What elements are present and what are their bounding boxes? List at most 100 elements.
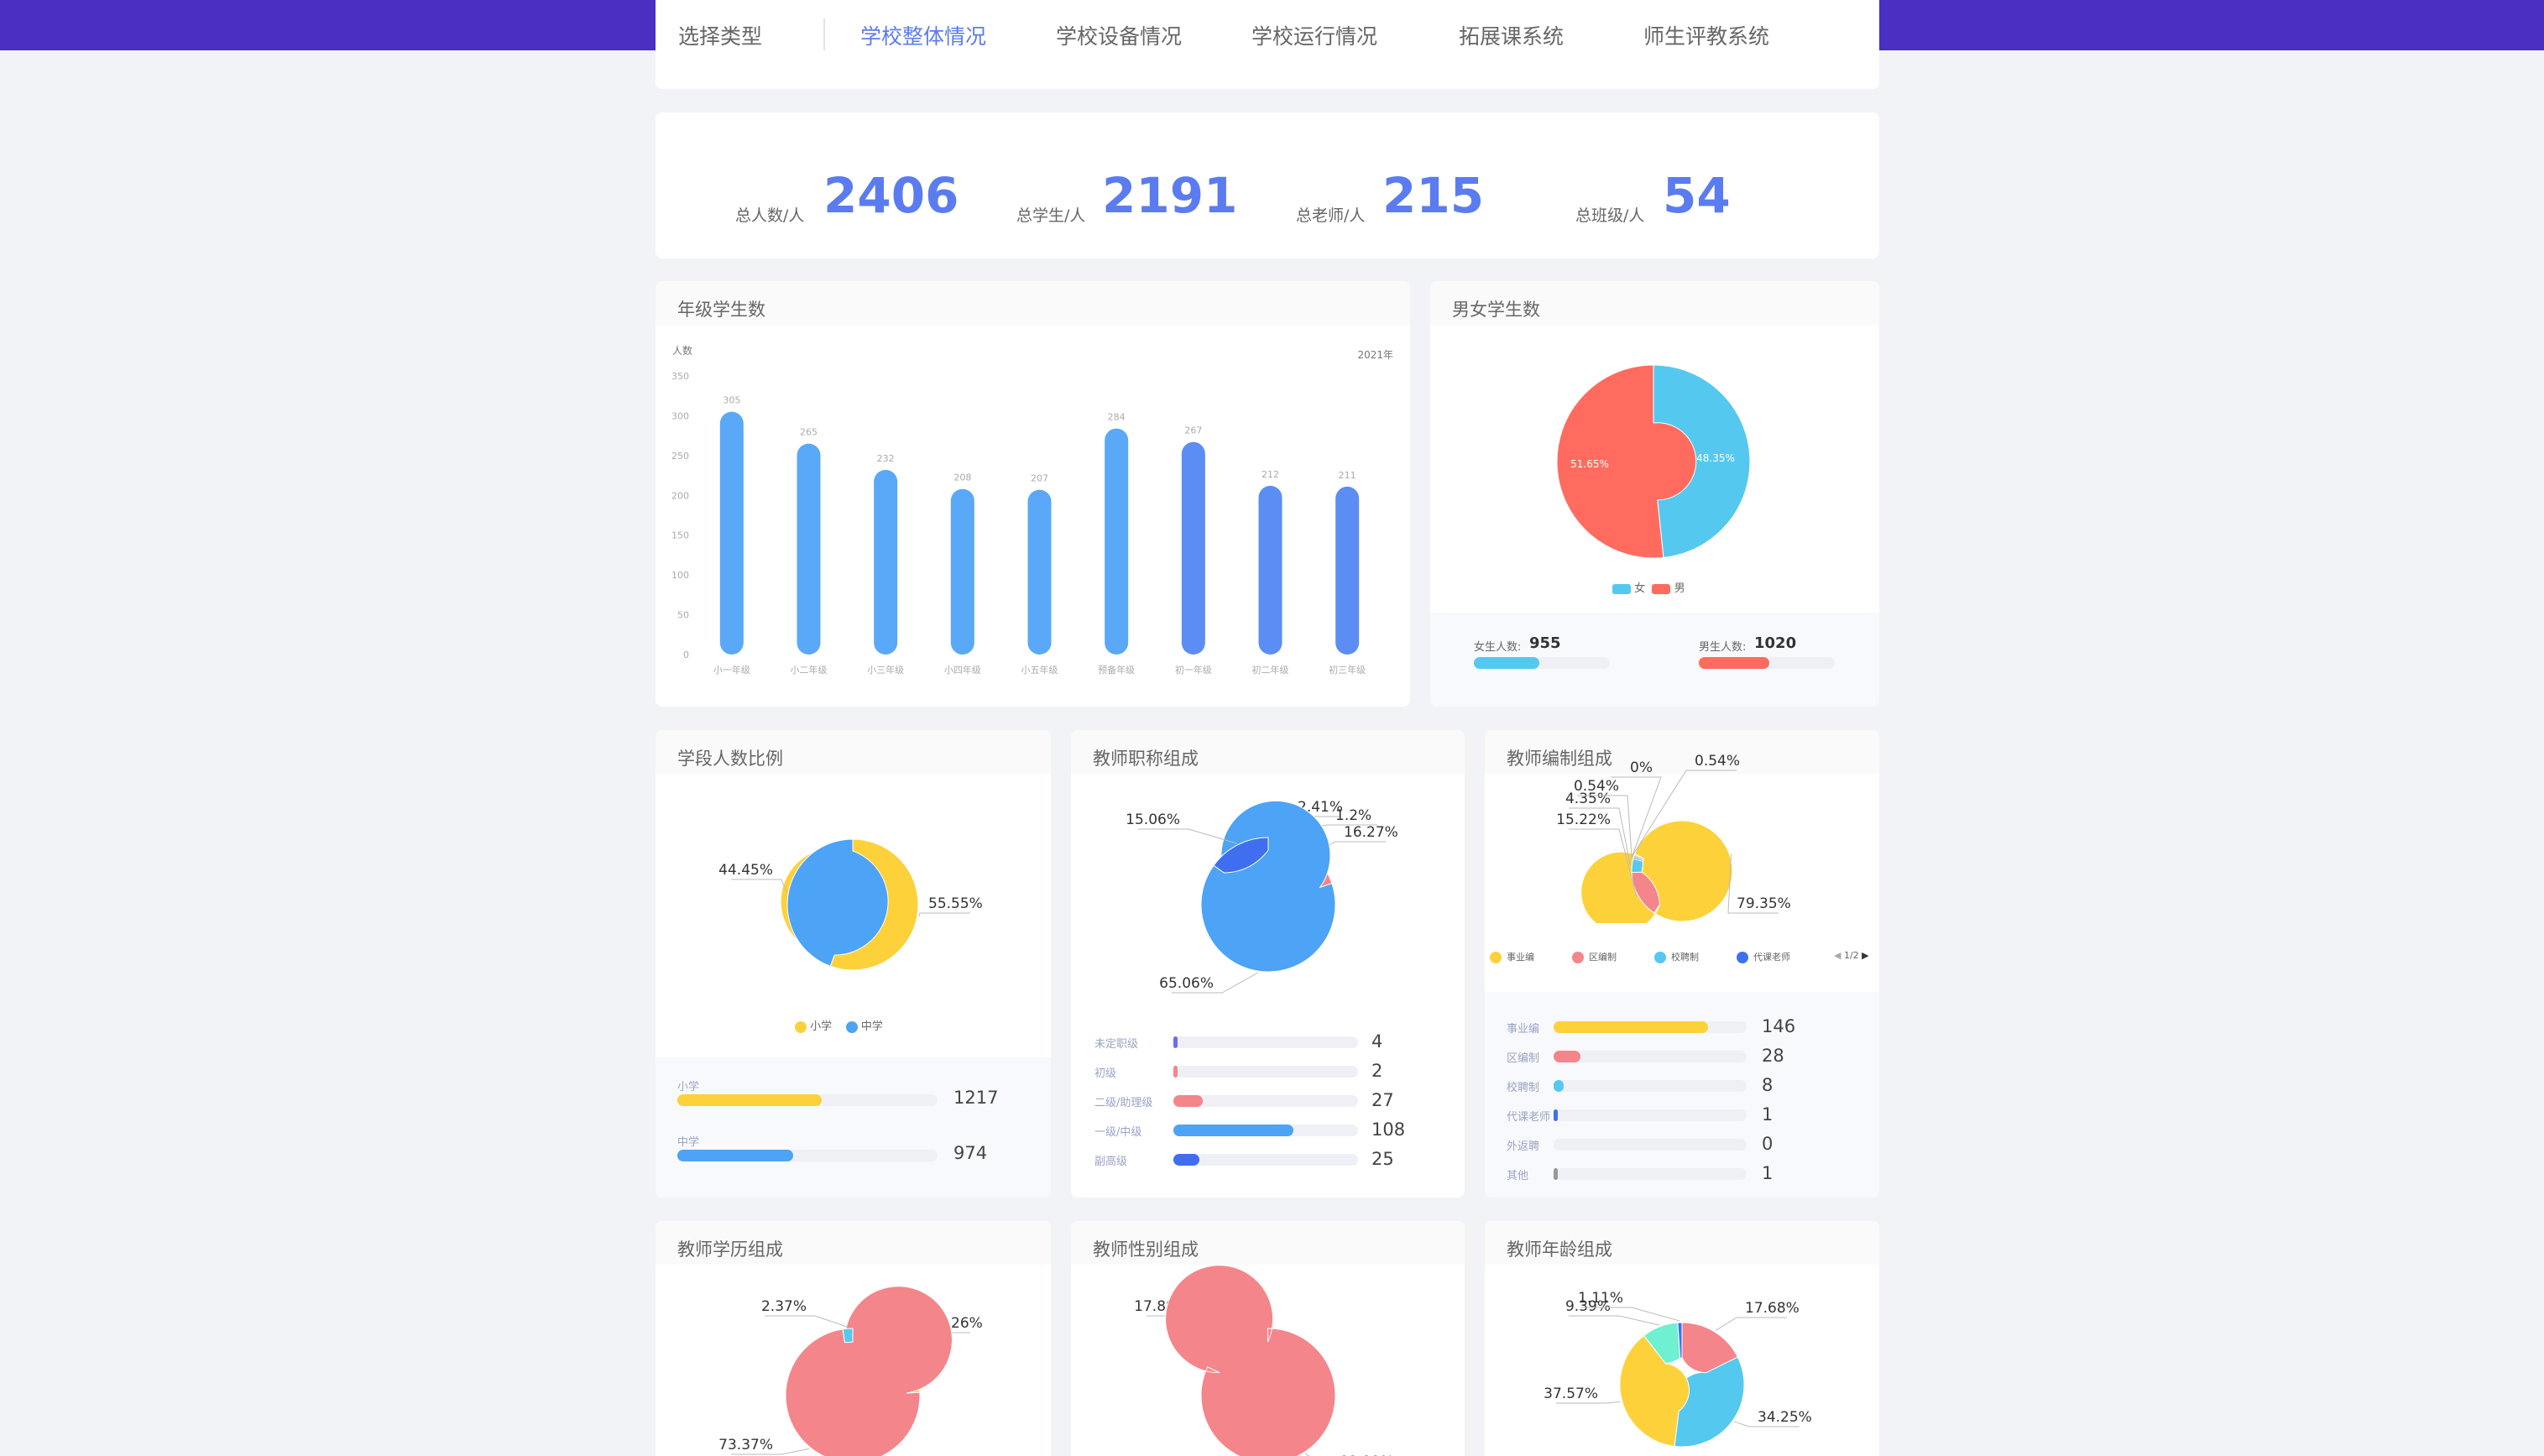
- x-tick-label: 初二年级: [1252, 664, 1289, 676]
- slice-label: 37.57%: [1544, 1386, 1598, 1402]
- slice-label: 16.27%: [1344, 824, 1398, 841]
- legend-dot: [1572, 952, 1584, 963]
- donut-slice[interactable]: [1580, 820, 1733, 923]
- bar[interactable]: [719, 411, 744, 655]
- teacher-title-pie-chart: 1.2%2.41%16.27% 65.06% 15.06%: [1126, 799, 1398, 994]
- stage-row-label: 中学: [677, 1136, 700, 1149]
- row-fill: [1554, 1109, 1558, 1121]
- leader-line: [731, 1448, 810, 1455]
- female-count-label: 女生人数:: [1474, 641, 1522, 654]
- leader-line: [1556, 1401, 1621, 1404]
- nav-tab-equipment[interactable]: 学校设备情况: [1056, 24, 1183, 49]
- row-value: 27: [1371, 1090, 1394, 1110]
- teacher-education-pie-chart: 24.26%73.37%2.37%: [718, 1286, 983, 1456]
- slice-label: 1.11%: [1578, 1290, 1623, 1307]
- bar[interactable]: [1181, 441, 1205, 655]
- nav-tab-school-overview[interactable]: 学校整体情况: [860, 24, 987, 49]
- bar[interactable]: [950, 488, 974, 655]
- donut-slice[interactable]: [842, 1328, 854, 1344]
- legend-label: 代课老师: [1753, 952, 1790, 963]
- male-count-label: 男生人数:: [1699, 641, 1747, 654]
- row-value: 108: [1371, 1119, 1406, 1140]
- nav-select-type[interactable]: 选择类型: [678, 24, 763, 49]
- row-label: 区编制: [1507, 1052, 1540, 1065]
- row-track: [1554, 1021, 1747, 1033]
- donut-slice[interactable]: [1677, 1322, 1683, 1359]
- slice-label: 34.25%: [1758, 1409, 1812, 1426]
- donut-slice[interactable]: [1556, 364, 1697, 559]
- stat-total-label: 总人数/人: [735, 206, 805, 225]
- row-value: 8: [1762, 1075, 1773, 1095]
- leader-line: [1727, 853, 1779, 914]
- donut-slice[interactable]: [1632, 854, 1644, 861]
- row-value: 28: [1762, 1046, 1784, 1066]
- top-nav: 选择类型 学校整体情况 学校设备情况 学校运行情况 拓展课系统 师生评教系统: [656, 0, 1879, 89]
- leader-line: [1569, 828, 1638, 897]
- teacher-staff-rows: 事业编 146 区编制 28 校聘制 8 代课老师 1 外返聘 0 其他 1: [1485, 992, 1879, 1198]
- stage-row-track: [677, 1094, 938, 1106]
- card-title: 教师职称组成: [1093, 749, 1199, 769]
- y-axis-unit-label: 人数: [672, 344, 692, 357]
- bar[interactable]: [1105, 428, 1129, 655]
- slice-label: 0.54%: [1695, 753, 1740, 770]
- donut-slice[interactable]: [1200, 801, 1336, 973]
- slice-label: 82.12%: [1340, 1453, 1394, 1456]
- donut-slice[interactable]: [1165, 1265, 1336, 1456]
- donut-slice[interactable]: [1619, 1334, 1690, 1448]
- x-tick-label: 小五年级: [1021, 664, 1058, 676]
- male-progress-fill: [1699, 657, 1770, 669]
- bar[interactable]: [1335, 486, 1360, 655]
- bar[interactable]: [1258, 485, 1282, 655]
- teacher-gender-card: 教师性别组成 17.88%82.12%: [1071, 1221, 1465, 1456]
- bar[interactable]: [797, 443, 821, 655]
- legend-dot: [1490, 952, 1502, 963]
- card-header: [1071, 730, 1465, 774]
- row-fill: [1554, 1168, 1558, 1180]
- nav-tab-extension-course[interactable]: 拓展课系统: [1459, 24, 1565, 49]
- legend-item[interactable]: 事业编: [1490, 950, 1534, 963]
- female-progress-track: [1474, 657, 1610, 669]
- row-fill: [1173, 1036, 1178, 1048]
- bar[interactable]: [874, 469, 898, 655]
- legend-item[interactable]: 校聘制: [1654, 950, 1699, 963]
- leader-line: [1611, 776, 1662, 858]
- donut-slice[interactable]: [1213, 837, 1269, 874]
- legend-dot: [1654, 952, 1666, 963]
- slice-label: 65.06%: [1159, 975, 1214, 992]
- card-title: 教师学历组成: [677, 1239, 783, 1260]
- legend-item[interactable]: 区编制: [1572, 950, 1617, 963]
- x-tick-label: 初一年级: [1175, 664, 1212, 676]
- gender-summary-panel: 女生人数: 955 男生人数: 1020: [1430, 613, 1879, 707]
- row-fill: [1554, 1051, 1581, 1062]
- card-header: [656, 1221, 1051, 1265]
- card-title: 学段人数比例: [677, 749, 783, 769]
- donut-slice[interactable]: [785, 1286, 953, 1456]
- legend-item[interactable]: 代课老师: [1737, 950, 1790, 963]
- gender-legend: 女 男: [1612, 579, 1685, 595]
- slice-label: 9.39%: [1565, 1298, 1611, 1315]
- stage-row-label: 小学: [677, 1081, 700, 1093]
- stat-classes-value: 54: [1663, 167, 1731, 224]
- row-label: 未定职级: [1094, 1038, 1139, 1051]
- nav-tab-evaluation[interactable]: 师生评教系统: [1643, 24, 1770, 49]
- stage-legend: 小学 中学: [795, 1017, 883, 1033]
- pager-text: 1/2: [1843, 950, 1859, 961]
- card-title: 教师年龄组成: [1507, 1239, 1612, 1260]
- legend-pager[interactable]: ◀ 1/2 ▶: [1834, 950, 1869, 961]
- card-header: [656, 730, 1051, 774]
- bar[interactable]: [1027, 489, 1052, 655]
- leader-line: [765, 1315, 849, 1328]
- bar-value-label: 265: [800, 427, 818, 438]
- chevron-left-icon[interactable]: ◀: [1834, 950, 1841, 961]
- leader-line: [1581, 1307, 1680, 1322]
- donut-slice[interactable]: [786, 838, 889, 967]
- nav-tab-operation[interactable]: 学校运行情况: [1251, 24, 1378, 49]
- grade-students-card: 年级学生数 人数 2021年 0 50 100 150 200 250 300 350 305 小…: [656, 281, 1410, 707]
- row-track: [1173, 1066, 1358, 1078]
- chevron-right-icon[interactable]: ▶: [1862, 950, 1869, 961]
- x-tick-label: 小三年级: [867, 664, 904, 676]
- row-track: [1554, 1051, 1747, 1062]
- row-fill: [1554, 1021, 1708, 1033]
- card-header: [1430, 281, 1879, 325]
- y-tick-label: 300: [671, 410, 689, 421]
